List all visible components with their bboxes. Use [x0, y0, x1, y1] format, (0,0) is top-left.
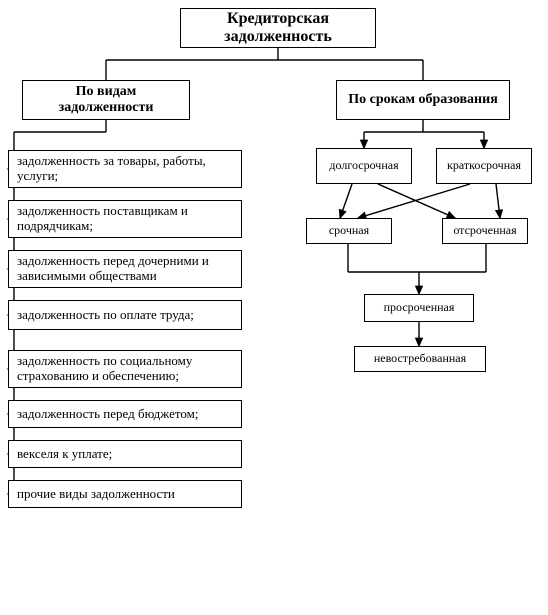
left-item-label: задолженность по социальному страхованию…: [17, 354, 237, 384]
root-label: Кредиторская задолженность: [185, 10, 371, 47]
left-item-2: задолженность перед дочерними и зависимы…: [8, 250, 242, 288]
left-item-7: прочие виды задолженности: [8, 480, 242, 508]
node-long: долгосрочная: [316, 148, 412, 184]
node-urgent-label: срочная: [329, 224, 369, 238]
node-overdue: просроченная: [364, 294, 474, 322]
left-item-5: задолженность перед бюджетом;: [8, 400, 242, 428]
branch-right-header: По срокам образования: [336, 80, 510, 120]
left-item-0: задолженность за товары, работы, услуги;: [8, 150, 242, 188]
left-item-label: задолженность по оплате труда;: [17, 308, 194, 323]
branch-right-header-label: По срокам образования: [348, 92, 498, 108]
left-item-1: задолженность поставщикам и подрядчикам;: [8, 200, 242, 238]
node-unclaimed-label: невостребованная: [374, 352, 466, 366]
root-node: Кредиторская задолженность: [180, 8, 376, 48]
node-short-label: краткосрочная: [447, 159, 521, 173]
node-urgent: срочная: [306, 218, 392, 244]
node-deferred: отсроченная: [442, 218, 528, 244]
left-item-6: векселя к уплате;: [8, 440, 242, 468]
branch-left-header: По видам задолженности: [22, 80, 190, 120]
node-deferred-label: отсроченная: [453, 224, 516, 238]
node-long-label: долгосрочная: [329, 159, 398, 173]
left-item-label: задолженность поставщикам и подрядчикам;: [17, 204, 237, 234]
left-item-label: прочие виды задолженности: [17, 487, 175, 502]
left-item-3: задолженность по оплате труда;: [8, 300, 242, 330]
left-item-label: задолженность за товары, работы, услуги;: [17, 154, 237, 184]
node-unclaimed: невостребованная: [354, 346, 486, 372]
left-item-4: задолженность по социальному страхованию…: [8, 350, 242, 388]
branch-left-header-label: По видам задолженности: [27, 84, 185, 116]
left-item-label: векселя к уплате;: [17, 447, 112, 462]
left-item-label: задолженность перед бюджетом;: [17, 407, 198, 422]
node-overdue-label: просроченная: [384, 301, 455, 315]
left-item-label: задолженность перед дочерними и зависимы…: [17, 254, 237, 284]
node-short: краткосрочная: [436, 148, 532, 184]
